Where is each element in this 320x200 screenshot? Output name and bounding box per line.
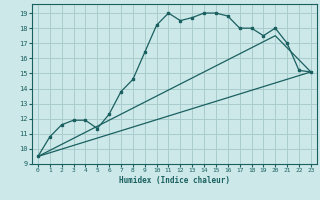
X-axis label: Humidex (Indice chaleur): Humidex (Indice chaleur) <box>119 176 230 185</box>
